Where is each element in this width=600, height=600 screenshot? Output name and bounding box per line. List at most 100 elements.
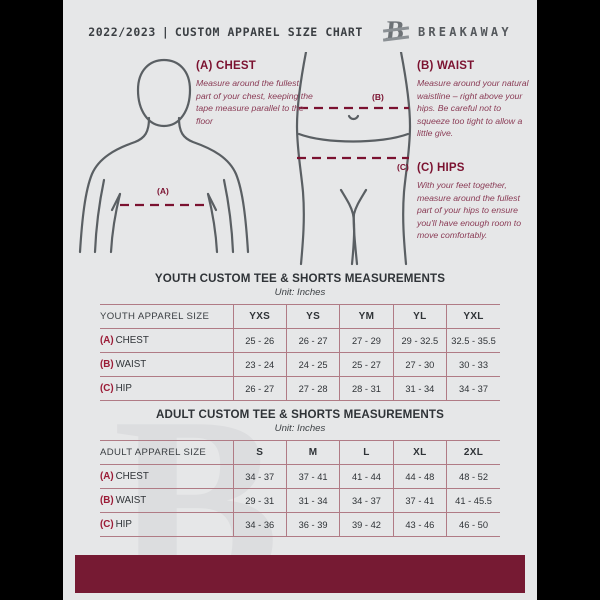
adult-row-1-tag: (B) <box>100 495 114 506</box>
chest-marker-label: (A) <box>157 186 169 196</box>
youth-cell-2-4: 34 - 37 <box>446 376 500 401</box>
adult-row-2-label: (C) HIP <box>100 512 233 537</box>
adult-row-0-tag: (A) <box>100 471 114 482</box>
adult-cell-0-1: 37 - 41 <box>285 464 340 489</box>
adult-col-2: L <box>339 440 394 465</box>
adult-row-1-label: (B) WAIST <box>100 488 233 513</box>
header-season: 2022/2023 <box>88 25 156 39</box>
adult-cell-0-0: 34 - 37 <box>232 464 287 489</box>
youth-cell-1-2: 25 - 27 <box>339 352 394 377</box>
adult-table-header-row: ADULT APPAREL SIZE S M L XL 2XL <box>100 440 500 465</box>
adult-cell-1-2: 34 - 37 <box>339 488 394 513</box>
youth-row-1-name: WAIST <box>115 359 147 370</box>
callout-hips: (C) HIPS With your feet together, measur… <box>417 162 533 242</box>
brand-logo: B BREAKAWAY <box>382 15 512 45</box>
callout-hips-body: With your feet together, measure around … <box>417 180 522 241</box>
adult-cell-0-2: 41 - 44 <box>339 464 394 489</box>
adult-cell-1-4: 41 - 45.5 <box>446 488 500 513</box>
youth-row-0-label: (A) CHEST <box>100 328 233 353</box>
adult-row-1-name: WAIST <box>115 495 147 506</box>
adult-cell-1-3: 37 - 41 <box>392 488 447 513</box>
youth-table-title: YOUTH CUSTOM TEE & SHORTS MEASUREMENTS <box>154 272 446 285</box>
measurement-illustrations: (A) (B) (C) (A) CHEST Measure around the… <box>63 52 537 270</box>
table-row: (B) WAIST 29 - 31 31 - 34 34 - 37 37 - 41… <box>100 488 500 513</box>
adult-row-0-name: CHEST <box>115 471 149 482</box>
table-row: (A) CHEST 25 - 26 26 - 27 27 - 29 29 - 32… <box>100 328 500 353</box>
youth-table-unit: Unit: Inches <box>274 287 326 298</box>
brand-name: BREAKAWAY <box>417 25 512 39</box>
adult-cell-0-3: 44 - 48 <box>392 464 447 489</box>
youth-cell-1-4: 30 - 33 <box>446 352 500 377</box>
callout-chest: (A) CHEST Measure around the fullest par… <box>196 60 314 127</box>
table-row: (C) HIP 34 - 36 36 - 39 39 - 42 43 - 46 4… <box>100 512 500 537</box>
adult-col-1: M <box>285 440 340 465</box>
youth-header-label: YOUTH APPAREL SIZE <box>100 304 233 329</box>
youth-row-0-tag: (A) <box>100 335 114 346</box>
youth-cell-2-1: 27 - 28 <box>285 376 340 401</box>
callout-hips-title: (C) HIPS <box>417 162 465 174</box>
page-header: 2022/2023 | CUSTOM APPAREL SIZE CHART B … <box>63 15 537 46</box>
callout-waist-body: Measure around your natural waistline – … <box>417 78 529 139</box>
upper-body-figure <box>78 58 250 254</box>
youth-col-2: YM <box>339 304 394 329</box>
callout-waist: (B) WAIST Measure around your natural wa… <box>417 60 529 140</box>
youth-cell-2-2: 28 - 31 <box>339 376 394 401</box>
breakaway-b-icon: B <box>382 15 410 45</box>
youth-cell-0-3: 29 - 32.5 <box>392 328 447 353</box>
youth-row-0-name: CHEST <box>115 335 149 346</box>
youth-col-1: YS <box>285 304 340 329</box>
adult-header-label: ADULT APPAREL SIZE <box>100 440 233 465</box>
youth-row-1-label: (B) WAIST <box>100 352 233 377</box>
adult-size-table: ADULT APPAREL SIZE S M L XL 2XL (A) CHEST… <box>100 440 500 537</box>
adult-cell-1-1: 31 - 34 <box>285 488 340 513</box>
callout-waist-title: (B) WAIST <box>417 60 475 72</box>
adult-cell-2-2: 39 - 42 <box>339 512 394 537</box>
youth-cell-0-4: 32.5 - 35.5 <box>446 328 500 353</box>
body-figures-svg <box>78 52 412 266</box>
youth-cell-1-0: 23 - 24 <box>232 352 287 377</box>
youth-cell-1-1: 24 - 25 <box>285 352 340 377</box>
size-chart-page: B 2022/2023 | CUSTOM APPAREL SIZE CHART … <box>63 0 537 600</box>
youth-col-3: YL <box>392 304 447 329</box>
table-row: (A) CHEST 34 - 37 37 - 41 41 - 44 44 - 48… <box>100 464 500 489</box>
adult-size-section: ADULT CUSTOM TEE & SHORTS MEASUREMENTS U… <box>100 408 500 537</box>
youth-cell-0-0: 25 - 26 <box>232 328 287 353</box>
adult-row-2-name: HIP <box>115 519 132 530</box>
adult-cell-2-0: 34 - 36 <box>232 512 287 537</box>
youth-row-2-label: (C) HIP <box>100 376 233 401</box>
table-row: (C) HIP 26 - 27 27 - 28 28 - 31 31 - 34 3… <box>100 376 500 401</box>
header-title: CUSTOM APPAREL SIZE CHART <box>174 25 363 39</box>
adult-table-unit: Unit: Inches <box>274 423 326 434</box>
adult-row-0-label: (A) CHEST <box>100 464 233 489</box>
adult-col-3: XL <box>392 440 447 465</box>
footer-band <box>75 555 525 593</box>
adult-col-4: 2XL <box>446 440 500 465</box>
adult-cell-2-4: 46 - 50 <box>446 512 500 537</box>
youth-row-2-tag: (C) <box>100 383 114 394</box>
youth-cell-0-2: 27 - 29 <box>339 328 394 353</box>
header-separator: | <box>161 25 169 39</box>
hips-marker-label: (C) <box>397 162 409 172</box>
youth-col-4: YXL <box>446 304 500 329</box>
youth-row-1-tag: (B) <box>100 359 114 370</box>
adult-cell-1-0: 29 - 31 <box>232 488 287 513</box>
waist-marker-label: (B) <box>372 92 384 102</box>
adult-table-title: ADULT CUSTOM TEE & SHORTS MEASUREMENTS <box>155 408 445 421</box>
youth-cell-0-1: 26 - 27 <box>285 328 340 353</box>
adult-cell-2-1: 36 - 39 <box>285 512 340 537</box>
adult-cell-2-3: 43 - 46 <box>392 512 447 537</box>
youth-cell-2-3: 31 - 34 <box>392 376 447 401</box>
adult-col-0: S <box>232 440 287 465</box>
lower-body-figure <box>295 52 412 266</box>
callout-chest-body: Measure around the fullest part of your … <box>196 78 313 126</box>
youth-cell-1-3: 27 - 30 <box>392 352 447 377</box>
youth-col-0: YXS <box>232 304 287 329</box>
youth-row-2-name: HIP <box>115 383 132 394</box>
adult-row-2-tag: (C) <box>100 519 114 530</box>
adult-cell-0-4: 48 - 52 <box>446 464 500 489</box>
youth-size-section: YOUTH CUSTOM TEE & SHORTS MEASUREMENTS U… <box>100 272 500 401</box>
youth-cell-2-0: 26 - 27 <box>232 376 287 401</box>
youth-table-header-row: YOUTH APPAREL SIZE YXS YS YM YL YXL <box>100 304 500 329</box>
callout-chest-title: (A) CHEST <box>196 60 256 72</box>
